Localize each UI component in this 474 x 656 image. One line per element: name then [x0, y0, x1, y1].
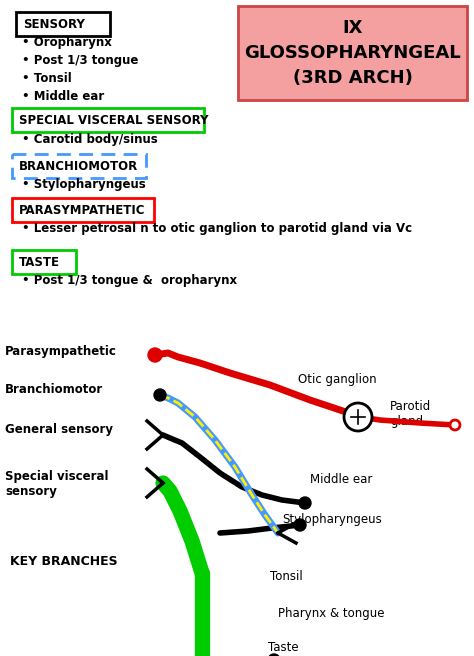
Text: Stylopharyngeus: Stylopharyngeus	[282, 513, 382, 526]
Text: SPECIAL VISCERAL SENSORY: SPECIAL VISCERAL SENSORY	[19, 113, 209, 127]
Circle shape	[299, 497, 311, 509]
Text: IX
GLOSSOPHARYNGEAL
(3RD ARCH): IX GLOSSOPHARYNGEAL (3RD ARCH)	[244, 19, 461, 87]
FancyBboxPatch shape	[12, 250, 76, 274]
Text: General sensory: General sensory	[5, 423, 113, 436]
FancyBboxPatch shape	[238, 6, 467, 100]
Circle shape	[268, 654, 280, 656]
Text: SENSORY: SENSORY	[23, 18, 85, 30]
Text: KEY BRANCHES: KEY BRANCHES	[10, 555, 118, 568]
Text: Middle ear: Middle ear	[310, 473, 373, 486]
Text: • Carotid body/sinus: • Carotid body/sinus	[22, 133, 158, 146]
Text: Taste: Taste	[268, 641, 299, 654]
Text: Special visceral
sensory: Special visceral sensory	[5, 470, 109, 498]
Circle shape	[148, 348, 162, 362]
Text: Parotid
gland: Parotid gland	[390, 400, 431, 428]
Text: • Tonsil: • Tonsil	[22, 72, 72, 85]
Circle shape	[154, 389, 166, 401]
Text: • Lesser petrosal n to otic ganglion to parotid gland via Vc: • Lesser petrosal n to otic ganglion to …	[22, 222, 412, 235]
Text: • Oropharynx: • Oropharynx	[22, 36, 112, 49]
Text: Pharynx & tongue: Pharynx & tongue	[278, 607, 384, 620]
Text: Otic ganglion: Otic ganglion	[298, 373, 377, 386]
Text: BRANCHIOMOTOR: BRANCHIOMOTOR	[19, 159, 138, 173]
Text: Tonsil: Tonsil	[270, 570, 303, 583]
FancyBboxPatch shape	[12, 198, 154, 222]
FancyBboxPatch shape	[12, 154, 146, 178]
Circle shape	[450, 420, 460, 430]
FancyBboxPatch shape	[16, 12, 110, 36]
Text: TASTE: TASTE	[19, 255, 60, 268]
Text: • Middle ear: • Middle ear	[22, 90, 104, 103]
FancyBboxPatch shape	[12, 108, 204, 132]
Text: • Stylopharyngeus: • Stylopharyngeus	[22, 178, 146, 191]
Text: Parasympathetic: Parasympathetic	[5, 345, 117, 358]
Text: • Post 1/3 tongue: • Post 1/3 tongue	[22, 54, 138, 67]
Text: • Post 1/3 tongue &  oropharynx: • Post 1/3 tongue & oropharynx	[22, 274, 237, 287]
Text: Branchiomotor: Branchiomotor	[5, 383, 103, 396]
Text: PARASYMPATHETIC: PARASYMPATHETIC	[19, 203, 146, 216]
Circle shape	[344, 403, 372, 431]
Circle shape	[294, 519, 306, 531]
